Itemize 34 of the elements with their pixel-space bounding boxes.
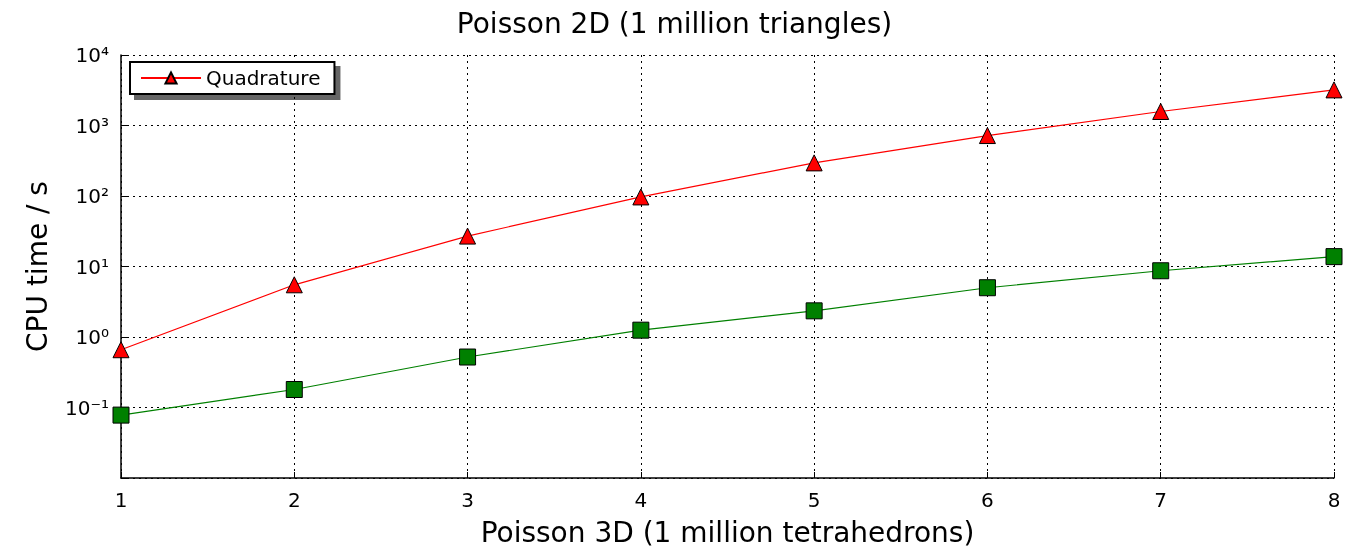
point [1325,248,1343,266]
point [112,406,130,424]
x-tick-label: 4 [634,488,648,512]
point [805,154,823,172]
x-tick-label: 8 [1327,488,1341,512]
point [632,188,650,206]
y-tick-label: 10³ [75,113,109,138]
y-tick-label: 10⁻¹ [64,395,109,420]
x-tick-label: 7 [1154,488,1168,512]
x-axis-title: Poisson 3D (1 million tetrahedrons) [480,515,975,549]
y-tick-label: 10⁰ [75,325,109,349]
x-tick-label: 2 [287,488,301,512]
y-tick-label: 10⁴ [75,43,109,67]
point [459,227,477,245]
point [285,276,303,294]
point [1325,81,1343,99]
x-tick-label: 5 [807,488,821,512]
point [632,321,650,339]
point [978,127,996,145]
x-tick-label: 6 [981,488,994,512]
point [459,348,477,366]
point [1152,262,1170,280]
chart-title: Poisson 2D (1 million triangles) [456,6,893,40]
point [1152,102,1170,120]
y-tick-label: 10¹ [75,254,109,279]
y-tick-label: 10² [75,184,109,208]
legend-label: Quadrature [206,66,321,90]
point [805,302,823,320]
y-axis-title: CPU time / s [20,181,54,352]
point [285,381,303,398]
x-tick-label: 3 [461,488,474,512]
point [978,279,996,297]
point [112,341,130,359]
x-tick-label: 1 [114,488,128,512]
